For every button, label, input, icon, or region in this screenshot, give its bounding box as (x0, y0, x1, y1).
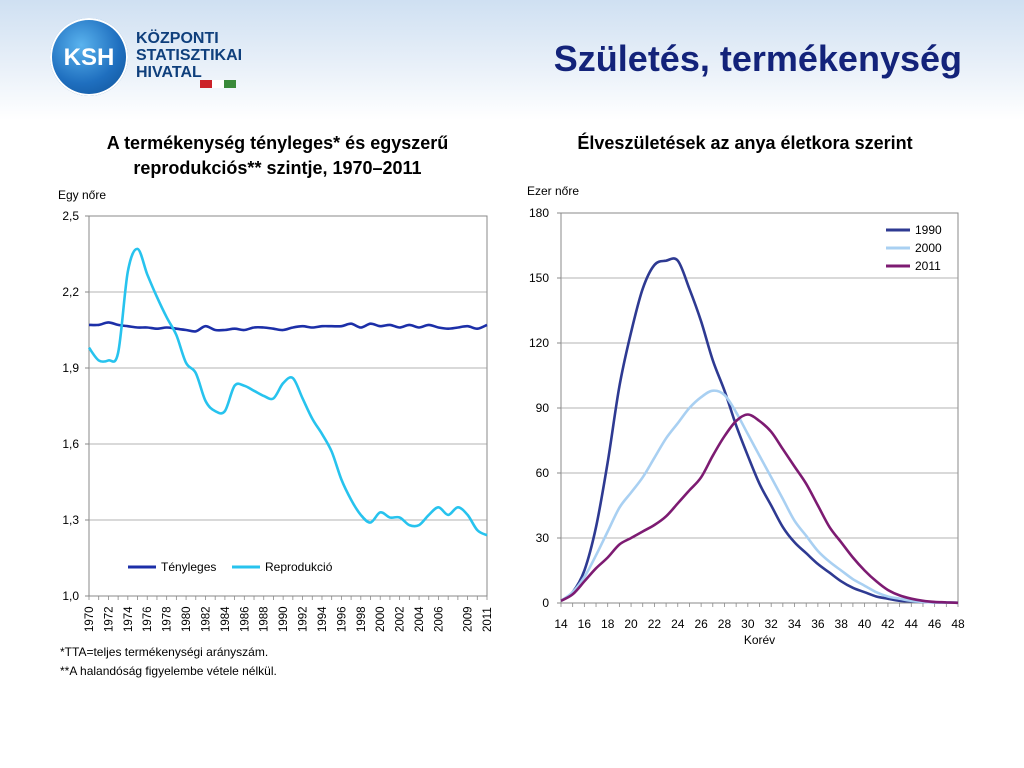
right-y-tick-label: 60 (536, 466, 550, 480)
logo-line-2: STATISZTIKAI (136, 47, 243, 64)
right-x-tick-label: 24 (671, 617, 685, 631)
flag-stripe-red (200, 80, 212, 88)
left-x-tick-label: 1980 (181, 606, 193, 632)
left-y-tick-label: 1,9 (62, 361, 79, 375)
right-legend-label: 2000 (915, 241, 942, 255)
left-plot-area (88, 215, 488, 597)
left-x-tick-label: 1972 (103, 606, 115, 632)
left-x-tick-label: 1988 (259, 606, 271, 632)
left-x-tick-label: 2009 (463, 606, 475, 632)
left-x-tick-label: 1996 (336, 606, 348, 632)
left-y-unit-label: Egy nőre (58, 188, 107, 202)
left-y-tick-label: 1,6 (62, 437, 79, 451)
logo-circle-icon (50, 18, 128, 96)
left-x-tick-label: 1970 (84, 606, 96, 632)
right-x-tick-label: 20 (624, 617, 638, 631)
left-x-tick-label: 2000 (375, 606, 387, 632)
right-x-tick-label: 18 (601, 617, 615, 631)
left-chart-title: A termékenység tényleges* és egyszerű re… (106, 133, 449, 178)
left-x-tick-label: 2011 (482, 607, 494, 632)
left-y-tick-label: 1,0 (62, 589, 79, 603)
left-x-tick-label: 1994 (317, 606, 329, 632)
right-x-tick-label: 14 (554, 617, 568, 631)
flag-icon (200, 80, 236, 88)
logo-wordmark: KÖZPONTI STATISZTIKAI HIVATAL (136, 30, 242, 81)
right-x-tick-label: 28 (718, 617, 732, 631)
right-y-tick-label: 150 (529, 271, 549, 285)
right-x-tick-label: 22 (648, 617, 662, 631)
births-by-age-chart: 0 30 60 90 120 150 180 14 16 18 20 22 24 26 28 30 32 34 36… (529, 206, 965, 647)
right-series-line-0 (560, 257, 959, 605)
left-x-tick-label: 1992 (298, 606, 310, 632)
left-series-line-0 (88, 321, 488, 333)
left-x-tick-label: 1998 (356, 606, 368, 632)
left-x-tick-label: 2004 (414, 606, 426, 632)
right-x-axis-title: Korév (744, 633, 775, 647)
footnote-tta: *TTA=teljes termékenységi arányszám. (60, 645, 269, 659)
right-series-line-1 (560, 389, 959, 605)
right-x-tick-label: 40 (858, 617, 872, 631)
right-x-tick-label: 34 (788, 617, 802, 631)
right-x-tick-label: 44 (905, 617, 919, 631)
right-x-tick-label: 46 (928, 617, 942, 631)
right-y-tick-label: 0 (542, 596, 549, 610)
left-x-tick-label: 1982 (200, 606, 212, 632)
left-y-tick-label: 2,5 (62, 209, 79, 223)
left-y-tick-label: 2,2 (62, 285, 79, 299)
right-chart-title: Élveszületések az anya életkora szerint (577, 133, 913, 153)
left-y-tick-label: 1,3 (62, 513, 79, 527)
right-x-tick-label: 26 (694, 617, 708, 631)
left-x-tick-label: 2006 (433, 606, 445, 632)
left-x-tick-label: 1976 (142, 606, 154, 632)
right-y-tick-label: 180 (529, 206, 549, 220)
logo-line-3: HIVATAL (136, 64, 202, 81)
flag-stripe-green (224, 80, 236, 88)
left-x-tick-label: 1986 (239, 606, 251, 632)
right-x-tick-label: 16 (578, 617, 592, 631)
ksh-logo: KSH KÖZPONTI STATISZTIKAI HIVATAL (50, 18, 250, 98)
left-legend-label: Reprodukció (265, 560, 333, 574)
flag-stripe-white (212, 80, 224, 88)
right-y-tick-label: 120 (529, 336, 549, 350)
right-y-tick-label: 90 (536, 401, 550, 415)
right-y-tick-label: 30 (536, 531, 550, 545)
page-title: Születés, termékenység (553, 38, 962, 79)
right-legend-label: 2011 (915, 259, 941, 273)
footnote-mortality: **A halandóság figyelembe vétele nélkül. (60, 664, 277, 678)
left-x-tick-label: 1974 (123, 606, 135, 632)
logo-circle-text: KSH (63, 44, 115, 71)
right-x-tick-label: 36 (811, 617, 825, 631)
right-x-tick-label: 30 (741, 617, 755, 631)
right-legend-label: 1990 (915, 223, 942, 237)
left-legend-label: Tényleges (161, 560, 216, 574)
right-x-tick-label: 48 (951, 617, 965, 631)
right-series-line-2 (560, 413, 959, 605)
left-x-tick-label: 1978 (162, 606, 174, 632)
right-y-unit-label: Ezer nőre (527, 184, 580, 198)
logo-line-1: KÖZPONTI (136, 30, 219, 47)
left-series-line-1 (87, 247, 488, 537)
right-x-tick-label: 38 (835, 617, 849, 631)
right-x-tick-label: 42 (881, 617, 895, 631)
footnotes: *TTA=teljes termékenységi arányszám. **A… (60, 643, 277, 681)
left-x-tick-label: 1984 (220, 606, 232, 632)
right-x-tick-label: 32 (764, 617, 778, 631)
left-x-tick-label: 1990 (278, 606, 290, 632)
left-x-tick-label: 2002 (395, 606, 407, 632)
fertility-chart: 1,0 1,3 1,6 1,9 2,2 2,5 1970 1972 1974 1976 1978 19… (62, 209, 494, 632)
